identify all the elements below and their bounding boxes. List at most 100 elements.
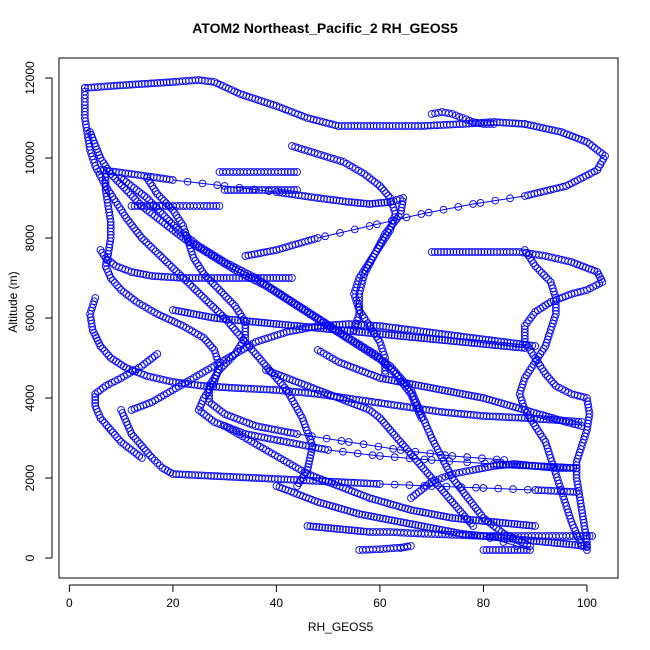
data-point — [319, 324, 328, 333]
data-point — [356, 199, 365, 207]
data-point — [484, 336, 493, 344]
data-point — [308, 323, 316, 332]
data-point — [287, 321, 296, 330]
data-point — [438, 474, 446, 482]
data-point — [104, 256, 113, 264]
data-point — [373, 513, 381, 522]
data-point — [277, 168, 286, 176]
data-point — [125, 444, 133, 452]
data-point — [377, 199, 386, 207]
data-point — [136, 231, 144, 240]
data-point — [442, 490, 451, 499]
data-point — [150, 456, 159, 465]
data-point — [476, 339, 485, 348]
data-point — [462, 491, 470, 500]
data-point — [384, 331, 393, 339]
data-point — [577, 422, 586, 430]
data-point — [465, 248, 473, 256]
data-point — [517, 413, 526, 422]
data-point — [325, 325, 334, 333]
data-point — [117, 438, 125, 446]
series-13 — [96, 246, 296, 282]
data-point — [520, 414, 529, 422]
data-point — [528, 461, 537, 470]
data-point — [421, 509, 430, 517]
data-point — [448, 452, 457, 460]
data-point — [342, 525, 350, 534]
data-point — [520, 406, 529, 414]
data-point — [506, 342, 514, 351]
data-point — [364, 329, 372, 337]
data-point — [274, 186, 283, 194]
data-point — [373, 352, 381, 361]
data-point — [213, 314, 222, 323]
data-point — [572, 464, 581, 472]
data-point — [465, 496, 474, 505]
data-point — [456, 484, 464, 492]
data-point — [531, 342, 540, 350]
data-point — [137, 190, 146, 198]
data-point — [400, 442, 409, 451]
data-point — [478, 464, 486, 473]
data-point — [91, 393, 100, 401]
data-point — [420, 455, 429, 464]
data-point — [420, 382, 429, 391]
data-point — [324, 446, 332, 454]
data-point — [345, 198, 353, 206]
data-point — [473, 339, 482, 348]
data-point — [516, 460, 525, 469]
data-point — [108, 276, 117, 285]
data-point — [163, 273, 172, 281]
data-point — [371, 495, 380, 504]
data-point — [339, 525, 347, 534]
data-point — [127, 202, 136, 210]
data-point — [188, 283, 197, 291]
data-point — [217, 288, 226, 297]
data-point — [337, 326, 346, 335]
data-point — [122, 214, 131, 222]
data-point — [492, 461, 501, 470]
data-point — [105, 167, 114, 176]
data-point — [402, 379, 411, 387]
data-point — [433, 511, 442, 519]
data-point — [233, 186, 241, 194]
data-point — [456, 332, 465, 341]
data-point — [446, 248, 455, 256]
data-point — [96, 166, 105, 174]
data-point — [464, 391, 473, 399]
data-point — [461, 338, 470, 347]
data-point — [399, 332, 408, 341]
data-point — [275, 320, 284, 329]
data-point — [441, 336, 449, 345]
data-point — [127, 446, 136, 454]
data-point — [305, 457, 314, 465]
data-point — [489, 462, 498, 470]
data-point — [390, 453, 399, 461]
data-point — [183, 177, 192, 186]
data-point — [488, 546, 497, 554]
x-tick-label: 100 — [577, 596, 597, 610]
data-point — [96, 414, 105, 422]
data-point — [337, 437, 346, 445]
data-point — [370, 350, 379, 358]
data-point — [131, 434, 140, 443]
data-point — [585, 532, 594, 540]
data-point — [253, 274, 262, 282]
data-point — [524, 191, 532, 200]
data-point — [503, 401, 511, 409]
data-point — [278, 320, 287, 329]
data-point — [407, 450, 415, 458]
data-point — [470, 339, 479, 347]
data-point — [395, 502, 403, 511]
data-point — [367, 329, 375, 337]
data-point — [365, 406, 374, 414]
data-point — [598, 150, 607, 158]
data-point — [469, 466, 477, 474]
data-point — [283, 186, 292, 194]
data-point — [365, 174, 374, 182]
data-point — [393, 331, 402, 340]
data-point — [238, 274, 247, 282]
x-tick-label: 80 — [477, 596, 491, 610]
data-point — [135, 439, 144, 448]
data-point — [502, 118, 511, 127]
